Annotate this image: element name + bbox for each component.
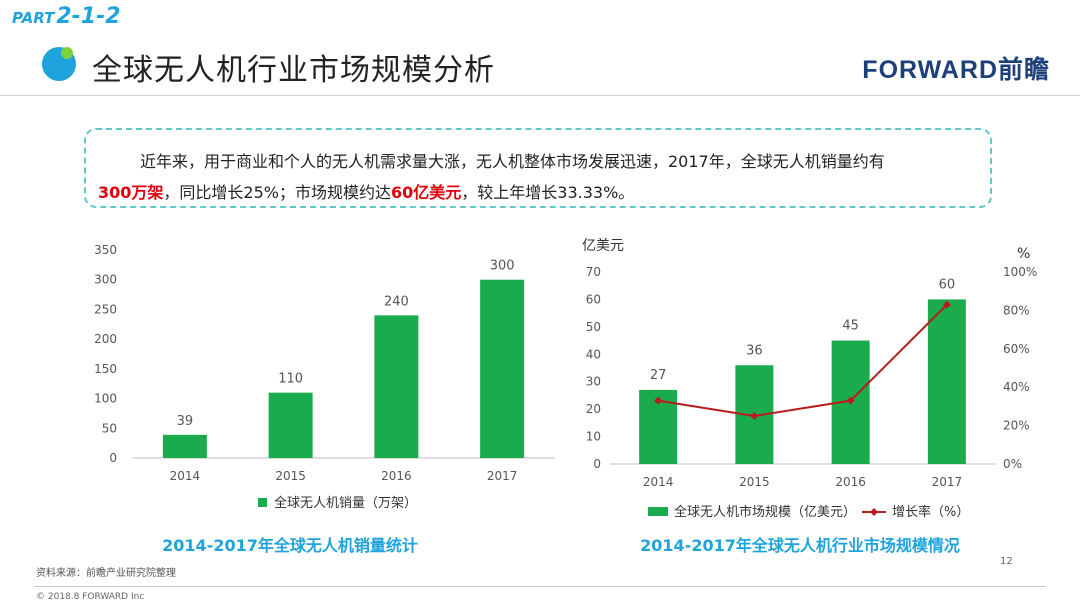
- legend-swatch: [258, 498, 267, 507]
- y-tick-label: 150: [94, 362, 117, 376]
- y-tick-label: 10: [586, 430, 601, 444]
- sales-highlight: 300万架: [98, 183, 164, 202]
- summary-text-a: ，同比增长25%；市场规模约达: [163, 183, 391, 202]
- y2-tick-label: 40%: [1003, 380, 1030, 394]
- data-label: 300: [490, 259, 515, 274]
- page-title: 全球无人机行业市场规模分析: [92, 53, 495, 88]
- data-label: 45: [842, 319, 859, 334]
- legend-label-line: 增长率（%）: [892, 504, 969, 520]
- y2-tick-label: 80%: [1003, 303, 1030, 317]
- y-tick-label: 50: [586, 320, 601, 334]
- market-size-highlight: 60亿美元: [390, 183, 462, 202]
- growth-rate-marker: [942, 300, 951, 309]
- y2-tick-label: 100%: [1003, 265, 1037, 279]
- data-label: 110: [278, 372, 303, 387]
- y2-tick-label: 0%: [1003, 457, 1022, 471]
- bar: [927, 299, 966, 464]
- x-tick-label: 2016: [381, 469, 412, 483]
- y-tick-label: 40: [586, 347, 601, 361]
- y-tick-label: 30: [586, 375, 601, 389]
- footer-divider: [34, 586, 1046, 587]
- y-tick-label: 300: [94, 273, 117, 287]
- part-prefix: PART: [12, 9, 55, 27]
- part-number: 2-1-2: [56, 4, 121, 29]
- y-tick-label: 70: [586, 265, 601, 279]
- y-tick-label: 100: [94, 392, 117, 406]
- legend-swatch-marker: [870, 508, 878, 516]
- y-tick-label: 50: [102, 421, 117, 435]
- y-tick-label: 0: [593, 457, 601, 471]
- copyright: © 2018.8 FORWARD Inc: [36, 592, 145, 602]
- legend-label: 全球无人机销量（万架）: [274, 495, 417, 511]
- legend-swatch-bar: [648, 507, 668, 516]
- y-tick-label: 200: [94, 332, 117, 346]
- summary-text-b: ，较上年增长33.33%。: [461, 183, 635, 202]
- x-tick-label: 2014: [170, 469, 201, 483]
- x-tick-label: 2015: [275, 469, 306, 483]
- data-label: 36: [746, 343, 763, 358]
- growth-rate-marker: [750, 412, 759, 420]
- bar: [480, 279, 525, 458]
- x-tick-label: 2014: [643, 475, 674, 489]
- y-tick-label: 20: [586, 402, 601, 416]
- blue-ball-icon: [42, 47, 76, 81]
- chart1-title: 2014-2017年全球无人机销量统计: [162, 536, 418, 555]
- forward-logo: FORWARD前瞻: [862, 56, 1050, 84]
- bar: [268, 392, 313, 458]
- x-tick-label: 2016: [835, 475, 866, 489]
- y-axis-title: 亿美元: [582, 238, 624, 254]
- data-label: 27: [650, 368, 667, 383]
- summary-line-2: 300万架，同比增长25%；市场规模约达60亿美元，较上年增长33.33%。: [98, 179, 980, 203]
- y2-tick-label: 60%: [1003, 342, 1030, 356]
- data-label: 60: [939, 277, 956, 292]
- growth-rate-marker: [846, 396, 855, 405]
- bar: [162, 434, 207, 458]
- source-note: 资料来源：前瞻产业研究院整理: [36, 568, 176, 579]
- y-tick-label: 350: [94, 243, 117, 257]
- data-label: 240: [384, 294, 409, 309]
- chart2-title: 2014-2017年全球无人机行业市场规模情况: [640, 536, 960, 555]
- bar: [374, 315, 419, 458]
- growth-rate-line: [657, 303, 948, 418]
- page-number: 12: [1000, 556, 1013, 567]
- legend-label-bar: 全球无人机市场规模（亿美元）: [674, 504, 856, 520]
- y-tick-label: 250: [94, 302, 117, 316]
- title-divider: [0, 95, 1080, 96]
- y-tick-label: 0: [109, 451, 117, 465]
- x-tick-label: 2017: [932, 475, 963, 489]
- growth-rate-marker: [654, 396, 663, 405]
- summary-callout: 近年来，用于商业和个人的无人机需求量大涨，无人机整体市场发展迅速，2017年，全…: [84, 128, 992, 208]
- x-tick-label: 2015: [739, 475, 770, 489]
- y2-axis-title: %: [1017, 246, 1030, 262]
- y-tick-label: 60: [586, 292, 601, 306]
- data-label: 39: [177, 414, 194, 429]
- x-tick-label: 2017: [487, 469, 518, 483]
- y2-tick-label: 20%: [1003, 419, 1030, 433]
- summary-line-1: 近年来，用于商业和个人的无人机需求量大涨，无人机整体市场发展迅速，2017年，全…: [140, 152, 885, 171]
- part-label: PART2-1-2: [12, 4, 121, 29]
